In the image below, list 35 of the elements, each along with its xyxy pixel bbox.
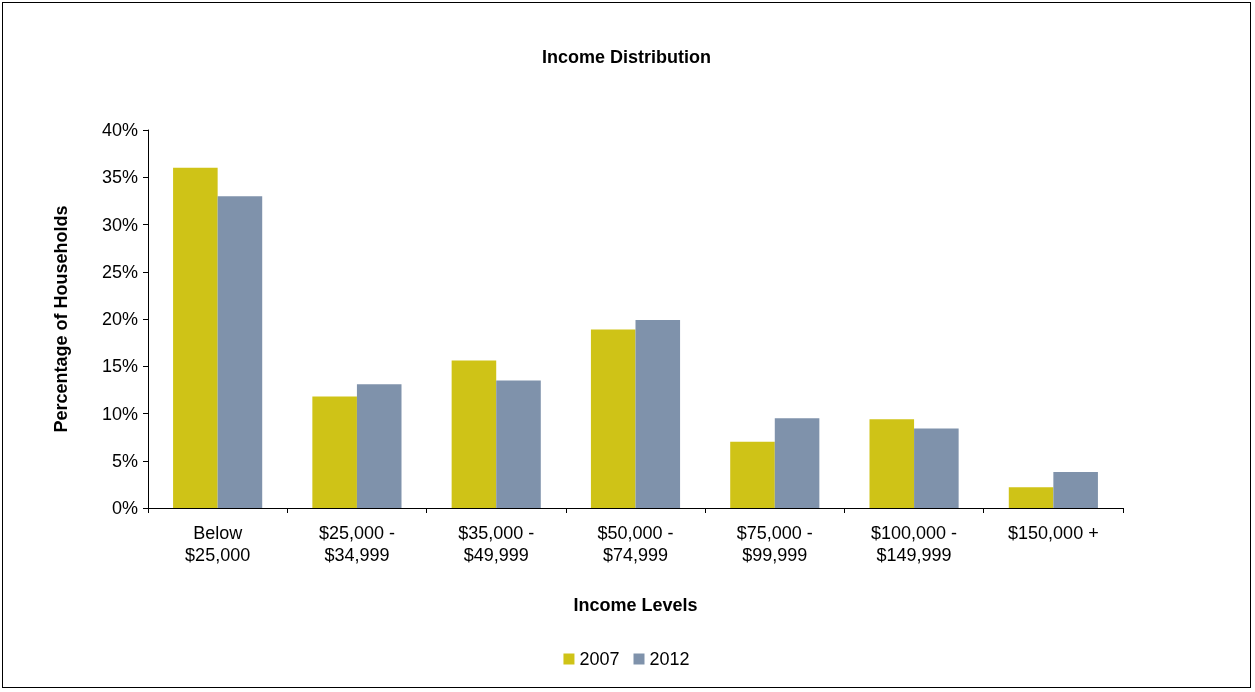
y-tick-label: 30% <box>101 214 138 235</box>
x-tick-label: $75,000 - $99,999 <box>736 523 813 565</box>
x-axis-title: Income Levels <box>573 595 698 615</box>
y-tick-label: 5% <box>111 450 138 471</box>
x-tick-label: $25,000 - $34,999 <box>318 523 395 565</box>
bar <box>774 418 820 508</box>
bar <box>312 396 357 508</box>
y-tick-label: 35% <box>101 167 138 188</box>
bar <box>730 441 775 508</box>
chart-title: Income Distribution <box>541 47 712 67</box>
bar <box>914 428 959 508</box>
bar <box>217 196 263 508</box>
legend-label: 2007 <box>579 649 620 669</box>
y-tick-label: 15% <box>101 356 138 377</box>
bar <box>1053 472 1098 508</box>
x-tick-label: $35,000 - $49,999 <box>458 523 535 565</box>
legend-label: 2012 <box>649 649 690 669</box>
y-tick-label: 0% <box>111 498 138 518</box>
y-axis-title: Percentage of Households <box>51 205 71 433</box>
x-tick-label: $150,000 + <box>1008 523 1099 543</box>
x-tick-label: $50,000 - $74,999 <box>597 523 674 565</box>
bar <box>496 380 541 508</box>
bar <box>869 419 915 508</box>
x-tick-label: $100,000 - $149,999 <box>871 523 958 565</box>
y-tick-label: 25% <box>101 261 138 282</box>
bar <box>356 384 402 508</box>
bar <box>635 319 681 508</box>
x-tick-label: Below $25,000 <box>185 523 251 565</box>
y-tick-label: 10% <box>101 403 138 424</box>
bar <box>1008 487 1054 508</box>
y-tick-label: 40% <box>101 120 138 140</box>
bar <box>590 329 636 508</box>
bar <box>451 360 497 508</box>
bar <box>173 167 218 508</box>
y-tick-label: 20% <box>101 309 138 329</box>
